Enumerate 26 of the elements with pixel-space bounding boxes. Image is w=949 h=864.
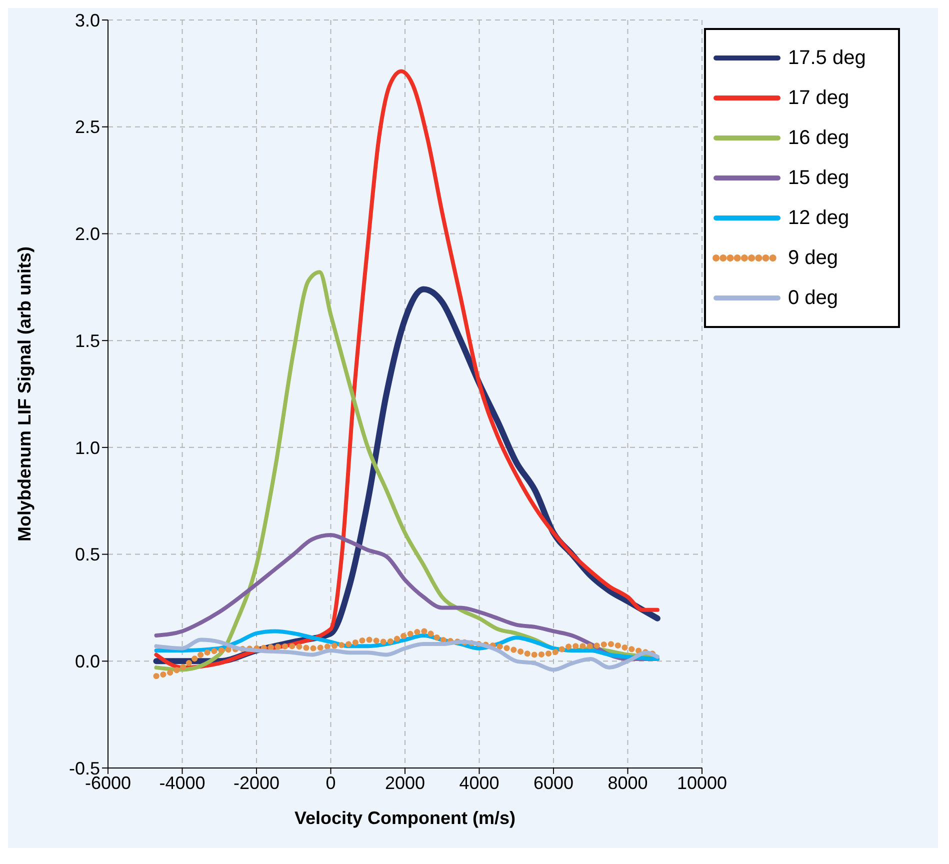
y-tick-label: 1.0 [74,438,100,458]
line-series [154,638,660,672]
x-tick-label: 0 [326,772,336,793]
y-tick-label: 0.5 [74,544,100,565]
legend-label: 15 deg [788,166,850,190]
x-tick-label: 10000 [676,772,728,793]
y-tick-label: 1.5 [74,330,100,351]
y-tick-label: 2.0 [74,224,100,244]
y-tick-label: 3.0 [74,10,100,30]
x-tick-label: 6000 [533,772,574,793]
legend-label: 12 deg [788,206,850,230]
x-tick-label: -2000 [233,772,280,793]
legend-label: 9 deg [788,246,838,270]
y-tick-label: 2.5 [74,117,100,138]
line-series [154,69,660,670]
x-axis-title: Velocity Component (m/s) [294,808,516,828]
legend-label: 16 deg [788,126,850,150]
y-tick-label: 0.0 [74,652,100,672]
legend-label: 17 deg [788,86,850,110]
legend-label: 0 deg [788,286,838,310]
y-axis-title: Molybdenum LIF Signal (arb units) [14,246,34,542]
x-tick-label: 8000 [608,772,648,793]
x-tick-label: 2000 [384,772,426,793]
x-tick-label: -4000 [159,772,206,793]
legend-label: 17.5 deg [788,46,866,70]
x-tick-label: 4000 [459,772,500,793]
